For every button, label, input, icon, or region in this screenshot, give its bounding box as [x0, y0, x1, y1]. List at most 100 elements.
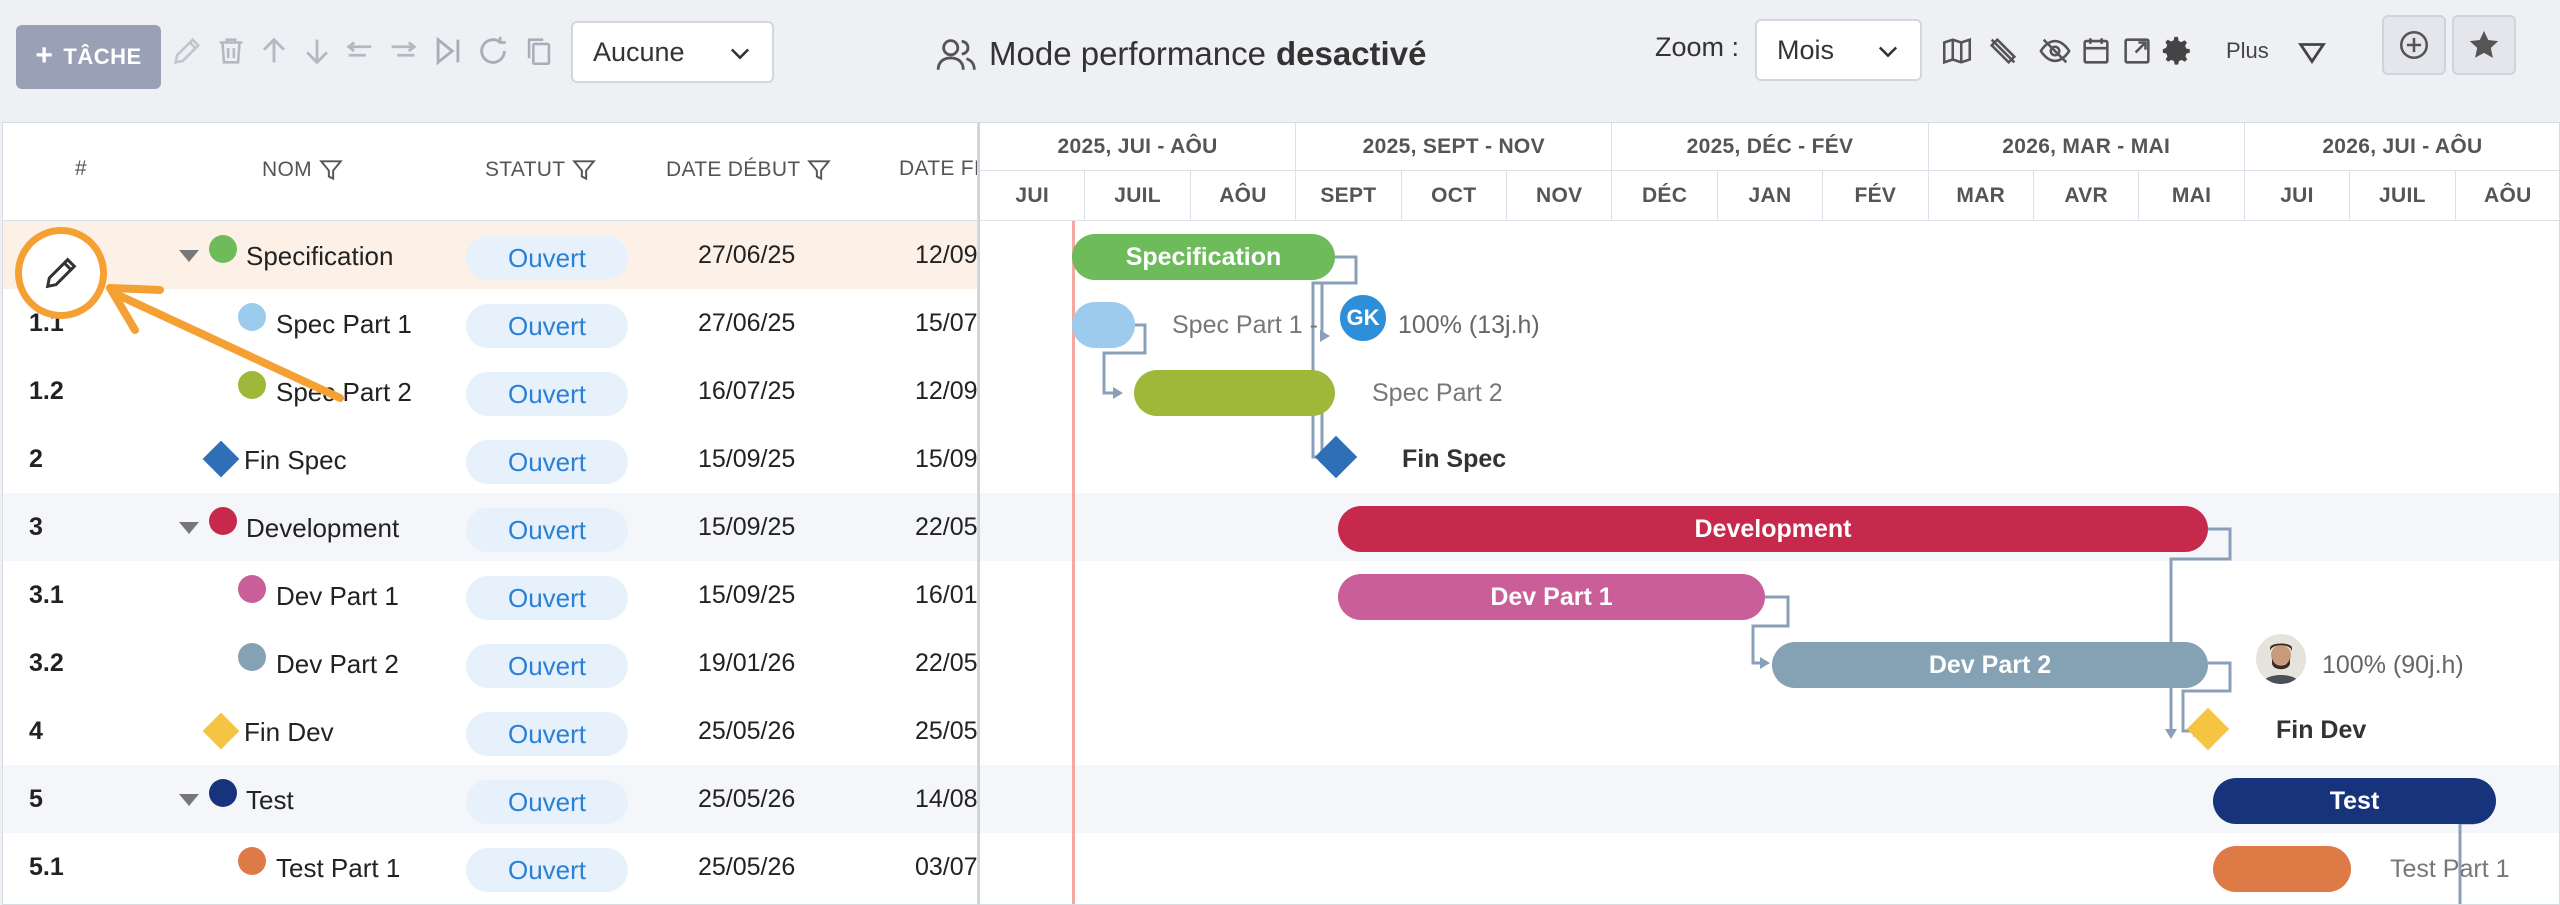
status-badge[interactable]: Ouvert: [466, 236, 628, 280]
table-row[interactable]: 4 Fin Dev Ouvert 25/05/26 25/05: [3, 697, 977, 765]
status-badge[interactable]: Ouvert: [466, 644, 628, 688]
start-date: 25/05/26: [698, 717, 796, 745]
filter-icon[interactable]: [806, 157, 832, 183]
status-badge[interactable]: Ouvert: [466, 848, 628, 892]
filter-select-value: Aucune: [593, 36, 685, 67]
timeline-month: JUI: [2244, 171, 2351, 221]
trash-icon[interactable]: [212, 30, 250, 72]
filter-icon[interactable]: [318, 157, 344, 183]
status-badge[interactable]: Ouvert: [466, 304, 628, 348]
outdent-icon[interactable]: [341, 30, 379, 72]
filter-select[interactable]: Aucune: [571, 21, 774, 83]
task-name[interactable]: Spec Part 1: [276, 309, 412, 339]
timeline-quarter: 2025, JUI - AÔU: [980, 123, 1297, 171]
arrow-up-icon[interactable]: [255, 30, 293, 72]
performance-mode-indicator[interactable]: Mode performance desactivé: [935, 28, 1426, 80]
gantt-bar-development[interactable]: Development: [1338, 506, 2208, 552]
star-icon: [2469, 30, 2499, 58]
gantt-chart: 2025, JUI - AÔU 2025, SEPT - NOV 2025, DÉC…: [978, 122, 2560, 905]
table-row[interactable]: Specification Ouvert 27/06/25 12/09: [3, 221, 977, 289]
start-date: 25/05/26: [698, 785, 796, 813]
timeline-month: AVR: [2034, 171, 2140, 221]
status-badge[interactable]: Ouvert: [466, 372, 628, 416]
edit-task-button[interactable]: [15, 227, 107, 319]
collapse-toggle-icon[interactable]: [179, 250, 199, 262]
gantt-bar-specification[interactable]: Specification: [1072, 234, 1335, 280]
task-grid: # NOM STATUT DATE DÉBUT DATE FI Specific…: [2, 122, 978, 905]
zoom-select-value: Mois: [1777, 34, 1835, 65]
zoom-select[interactable]: Mois: [1755, 19, 1922, 81]
task-name[interactable]: Test: [246, 785, 294, 815]
end-date: 16/01: [915, 581, 978, 609]
gantt-label-spec-part-1: Spec Part 1 -: [1172, 311, 1318, 339]
timeline-month: FÉV: [1823, 171, 1929, 221]
timeline-quarter: 2026, MAR - MAI: [1928, 123, 2245, 171]
table-row[interactable]: 3 Development Ouvert 15/09/25 22/05: [3, 493, 978, 561]
indent-icon[interactable]: [384, 30, 422, 72]
end-date: 22/05: [915, 513, 978, 541]
task-name[interactable]: Fin Spec: [244, 445, 347, 475]
triangle-down-icon[interactable]: [2293, 32, 2331, 74]
timeline-month: JAN: [1717, 171, 1824, 221]
avatar[interactable]: GK: [1338, 293, 1388, 343]
status-badge[interactable]: Ouvert: [466, 780, 628, 824]
start-date: 16/07/25: [698, 377, 796, 405]
chevron-down-icon: [1878, 46, 1898, 58]
task-name[interactable]: Fin Dev: [244, 717, 334, 747]
arrow-down-icon[interactable]: [298, 30, 336, 72]
gantt-bar-dev-part-1[interactable]: Dev Part 1: [1338, 574, 1765, 620]
table-row[interactable]: 3.1 Dev Part 1 Ouvert 15/09/25 16/01: [3, 561, 978, 629]
favorite-button[interactable]: [2452, 15, 2516, 75]
table-row[interactable]: 2 Fin Spec Ouvert 15/09/25 15/09: [3, 425, 978, 493]
performance-prefix: Mode performance: [989, 35, 1266, 72]
task-name[interactable]: Development: [246, 513, 400, 543]
milestone-diamond-icon: [202, 712, 240, 750]
status-badge[interactable]: Ouvert: [466, 576, 628, 620]
add-task-button[interactable]: + TÂCHE: [16, 25, 161, 89]
status-badge[interactable]: Ouvert: [466, 508, 628, 552]
gantt-bar-dev-part-2[interactable]: Dev Part 2: [1772, 642, 2208, 688]
hide-links-icon[interactable]: [1984, 30, 2022, 72]
plus-icon: +: [35, 38, 54, 72]
avatar[interactable]: [2256, 634, 2306, 684]
status-badge[interactable]: Ouvert: [466, 712, 628, 756]
gantt-bar-test-part-1[interactable]: [2213, 846, 2351, 892]
map-icon[interactable]: [1938, 30, 1976, 72]
gantt-bar-test[interactable]: Test: [2213, 778, 2496, 824]
filter-icon[interactable]: [571, 157, 597, 183]
gantt-bar-spec-part-1[interactable]: [1072, 302, 1135, 348]
refresh-icon[interactable]: [474, 30, 512, 72]
collapse-toggle-icon[interactable]: [179, 522, 199, 534]
performance-state: desactivé: [1275, 35, 1427, 72]
pencil-icon[interactable]: [168, 30, 206, 72]
more-label[interactable]: Plus: [2226, 38, 2269, 63]
expand-icon[interactable]: [2118, 30, 2156, 72]
table-row[interactable]: 1.1 Spec Part 1 Ouvert 27/06/25 15/07: [3, 289, 977, 357]
split-icon[interactable]: [429, 30, 467, 72]
start-date: 25/05/26: [698, 853, 796, 881]
table-row[interactable]: 3.2 Dev Part 2 Ouvert 19/01/26 22/05: [3, 629, 977, 697]
task-name[interactable]: Specification: [246, 241, 394, 271]
collapse-toggle-icon[interactable]: [179, 794, 199, 806]
col-header-end-date[interactable]: DATE FI: [899, 157, 978, 180]
gear-icon[interactable]: [2158, 30, 2196, 72]
col-header-name[interactable]: NOM: [262, 157, 344, 183]
calendar-icon[interactable]: [2077, 30, 2115, 72]
task-name[interactable]: Spec Part 2: [276, 377, 412, 407]
task-name[interactable]: Dev Part 1: [276, 581, 399, 611]
col-header-status[interactable]: STATUT: [485, 157, 597, 183]
copy-icon[interactable]: [520, 30, 558, 72]
gantt-bar-spec-part-2[interactable]: [1134, 370, 1335, 416]
table-row[interactable]: 1.2 Spec Part 2 Ouvert 16/07/25 12/09: [3, 357, 977, 425]
row-number: 4: [29, 717, 43, 745]
table-row[interactable]: 5.1 Test Part 1 Ouvert 25/05/26 03/07: [3, 833, 977, 901]
end-date: 15/09: [915, 445, 978, 473]
add-circle-button[interactable]: [2382, 15, 2446, 75]
task-name[interactable]: Test Part 1: [276, 853, 401, 883]
status-badge[interactable]: Ouvert: [466, 440, 628, 484]
row-number: 2: [29, 445, 43, 473]
col-header-start-date[interactable]: DATE DÉBUT: [666, 157, 832, 183]
table-row[interactable]: 5 Test Ouvert 25/05/26 14/08: [3, 765, 977, 833]
eye-off-icon[interactable]: [2036, 30, 2074, 72]
task-name[interactable]: Dev Part 2: [276, 649, 399, 679]
